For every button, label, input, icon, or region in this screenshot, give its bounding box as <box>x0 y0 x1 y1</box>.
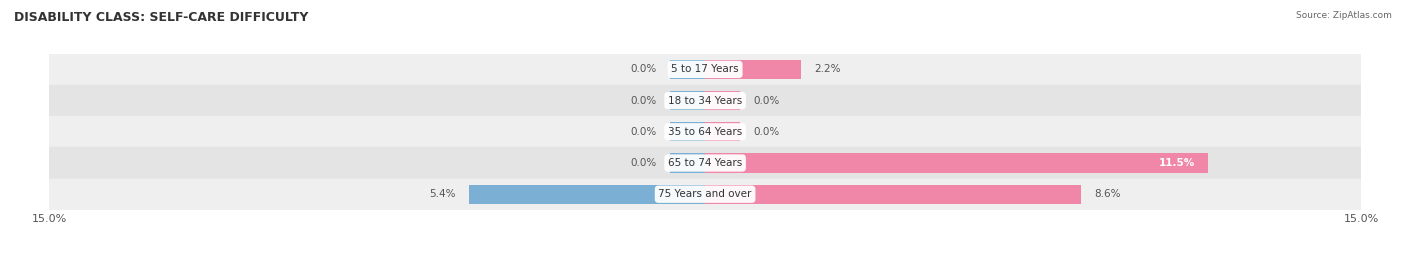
Bar <box>706 185 740 204</box>
Bar <box>706 185 1081 204</box>
Bar <box>470 185 706 204</box>
Legend: Male, Female: Male, Female <box>650 267 761 269</box>
Text: 2.2%: 2.2% <box>814 64 841 75</box>
Bar <box>49 54 1361 85</box>
Bar <box>706 91 740 110</box>
Bar <box>671 153 706 173</box>
Bar <box>49 116 1361 147</box>
Text: 5.4%: 5.4% <box>429 189 456 199</box>
Text: 8.6%: 8.6% <box>1094 189 1121 199</box>
Text: 18 to 34 Years: 18 to 34 Years <box>668 95 742 106</box>
Text: Source: ZipAtlas.com: Source: ZipAtlas.com <box>1296 11 1392 20</box>
Bar <box>706 122 740 141</box>
Bar <box>49 147 1361 179</box>
Bar <box>706 60 740 79</box>
Bar <box>706 153 1208 173</box>
Text: 0.0%: 0.0% <box>754 127 779 137</box>
Bar <box>671 122 706 141</box>
Bar <box>671 91 706 110</box>
Text: 0.0%: 0.0% <box>631 127 657 137</box>
Text: 0.0%: 0.0% <box>631 158 657 168</box>
Text: 75 Years and over: 75 Years and over <box>658 189 752 199</box>
Bar <box>706 60 801 79</box>
Text: 5 to 17 Years: 5 to 17 Years <box>671 64 740 75</box>
Bar <box>671 60 706 79</box>
Text: 11.5%: 11.5% <box>1159 158 1195 168</box>
Bar <box>49 85 1361 116</box>
Text: 0.0%: 0.0% <box>754 95 779 106</box>
Text: DISABILITY CLASS: SELF-CARE DIFFICULTY: DISABILITY CLASS: SELF-CARE DIFFICULTY <box>14 11 308 24</box>
Text: 0.0%: 0.0% <box>631 64 657 75</box>
Text: 65 to 74 Years: 65 to 74 Years <box>668 158 742 168</box>
Bar <box>671 185 706 204</box>
Text: 35 to 64 Years: 35 to 64 Years <box>668 127 742 137</box>
Text: 0.0%: 0.0% <box>631 95 657 106</box>
Bar <box>49 179 1361 210</box>
Bar <box>706 153 740 173</box>
